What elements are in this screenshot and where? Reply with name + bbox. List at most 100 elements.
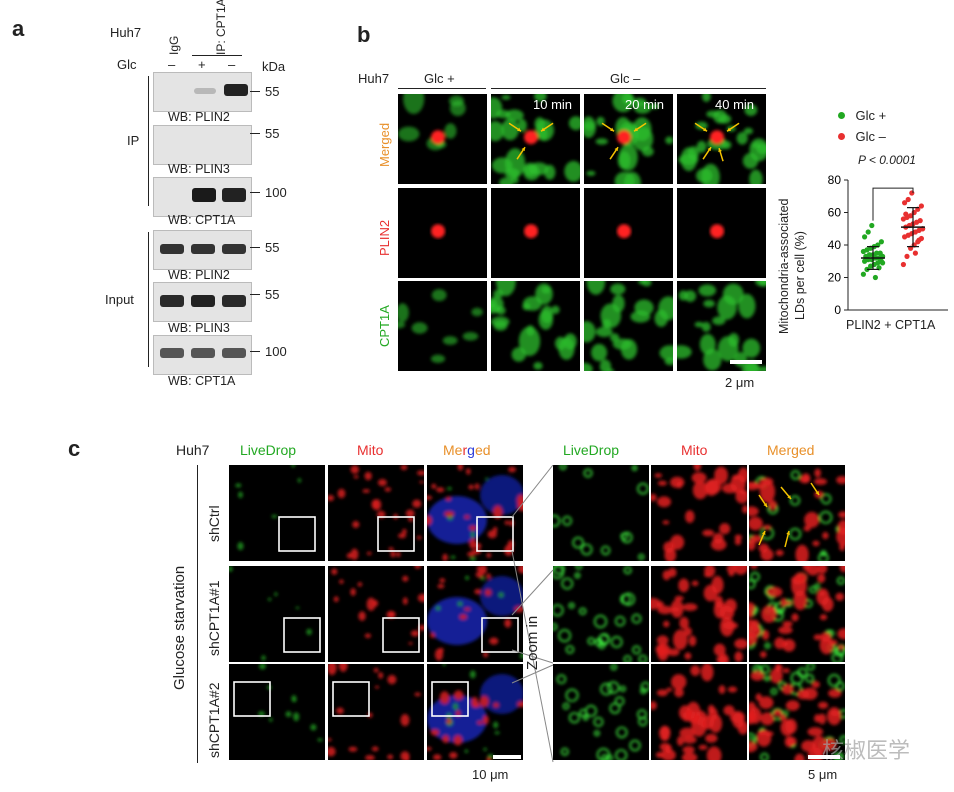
data-point [877, 250, 883, 256]
row-label-shcpt1a1: shCPT1A#1 [206, 580, 222, 656]
c-tile-shcpt1a1-zoom-2 [749, 566, 845, 662]
data-point [860, 271, 866, 277]
zoom-connector-lines [511, 465, 554, 763]
data-point [905, 196, 911, 203]
b-tile-merged-1 [491, 94, 580, 184]
b-tile-cpt1a-1 [491, 281, 580, 371]
wb-input-plin2: WB: PLIN2 [168, 268, 230, 282]
chart-ylabel-2: LDs per cell (%) [793, 231, 807, 320]
data-point [912, 250, 918, 256]
legend-glc-plus: Glc + [838, 107, 886, 125]
b-tile-merged-3 [677, 94, 766, 184]
b-tile-plin2-3 [677, 188, 766, 278]
pvalue-label: P < 0.0001 [858, 153, 916, 167]
col-mito-left: Mito [357, 442, 384, 458]
b-tile-cpt1a-0 [398, 281, 487, 371]
panel-b-cell-line: Huh7 [358, 71, 390, 86]
c-tile-shctrl-left-0 [229, 465, 325, 561]
input-label: Input [105, 292, 134, 307]
row-label-shctrl: shCtrl [206, 505, 222, 542]
row-label-cpt1a: CPT1A [377, 305, 392, 347]
ip-side-bracket [148, 76, 149, 206]
c-tile-shcpt1a1-zoom-1 [651, 566, 747, 662]
ip-cpt1a-label: IP: CPT1A [214, 0, 228, 55]
data-point [904, 253, 910, 259]
b-tile-cpt1a-3 [677, 281, 766, 371]
y-tick-label: 80 [828, 173, 842, 187]
data-point [878, 239, 884, 245]
y-tick-label: 60 [828, 206, 842, 220]
c-tile-shctrl-left-1 [328, 465, 424, 561]
blot-ip-plin3 [153, 125, 252, 165]
timepoint-20: 20 min [625, 97, 665, 112]
data-point [917, 218, 923, 224]
kda-55-b: 55 [265, 126, 280, 141]
lane-sign-2: + [198, 57, 206, 72]
c-tile-shctrl-zoom-0 [553, 465, 649, 561]
panel-a-letter: a [12, 16, 25, 41]
data-point [869, 222, 875, 229]
c-tile-shcpt1a1-left-0 [229, 566, 325, 662]
legend-glc-minus: Glc – [838, 128, 886, 146]
data-point [903, 211, 909, 217]
chart-xlabel: PLIN2 + CPT1A [846, 318, 936, 332]
c-tile-shcpt1a1-left-1 [328, 566, 424, 662]
glc-minus-header: Glc – [610, 71, 641, 86]
c-tile-shcpt1a1-zoom-0 [553, 566, 649, 662]
lane-sign-3: – [228, 57, 236, 72]
c-tile-shcpt1a2-left-2 [427, 664, 523, 760]
blot-input-plin3 [153, 282, 252, 322]
row-label-merged: Merged [377, 122, 392, 167]
kda-100-b: 100 [265, 344, 287, 359]
kda-label: kDa [262, 59, 286, 74]
row-label-shcpt1a2: shCPT1A#2 [206, 682, 222, 758]
timepoint-10: 10 min [533, 97, 573, 112]
b-tile-merged-2 [584, 94, 673, 184]
wb-ip-cpt1a: WB: CPT1A [168, 213, 236, 227]
scale-label-c-left: 10 μm [472, 767, 509, 782]
c-tile-shctrl-zoom-1 [651, 465, 747, 561]
b-tile-cpt1a-2 [584, 281, 673, 371]
panel-a-cell-line: Huh7 [110, 25, 142, 40]
panel-b-letter: b [357, 22, 371, 47]
col-merged-right: Merged [767, 442, 815, 458]
blot-input-cpt1a [153, 335, 252, 375]
scale-bar-c-left [493, 755, 521, 759]
ip-bracket [192, 55, 242, 56]
data-point [916, 237, 922, 243]
c-tile-shcpt1a2-left-0 [229, 664, 325, 760]
glc-plus-header: Glc + [424, 71, 455, 86]
blot-ip-cpt1a [153, 177, 252, 217]
scale-label-c-right: 5 μm [808, 767, 838, 782]
col-mito-right: Mito [681, 442, 708, 458]
data-point [909, 190, 915, 196]
ip-label: IP [127, 133, 140, 148]
kda-55-a: 55 [265, 84, 280, 99]
data-point [908, 213, 914, 219]
scale-label-b: 2 μm [725, 375, 755, 390]
blot-ip-plin2 [153, 72, 252, 112]
wb-ip-plin2: WB: PLIN2 [168, 110, 230, 124]
b-tile-plin2-0 [398, 188, 487, 278]
data-point [900, 261, 906, 268]
y-tick-label: 0 [834, 303, 841, 317]
significance-bracket [872, 187, 914, 221]
data-point [865, 229, 871, 235]
data-point [874, 250, 880, 256]
glc-label: Glc [117, 57, 137, 72]
blot-input-plin2 [153, 230, 252, 270]
timepoint-40: 40 min [715, 97, 755, 112]
y-tick-label: 40 [828, 238, 842, 252]
kda-55-c: 55 [265, 240, 280, 255]
b-tile-merged-0 [398, 94, 487, 184]
data-point [862, 234, 868, 240]
wb-input-cpt1a: WB: CPT1A [168, 374, 236, 388]
wb-ip-plin3: WB: PLIN3 [168, 162, 230, 176]
kda-55-d: 55 [265, 287, 280, 302]
data-point [872, 274, 878, 281]
scale-bar-b [730, 360, 762, 364]
glucose-starvation-label: Glucose starvation [171, 565, 188, 690]
y-tick-label: 20 [828, 271, 842, 285]
col-merged-left: Merged [443, 442, 491, 458]
b-tile-plin2-1 [491, 188, 580, 278]
